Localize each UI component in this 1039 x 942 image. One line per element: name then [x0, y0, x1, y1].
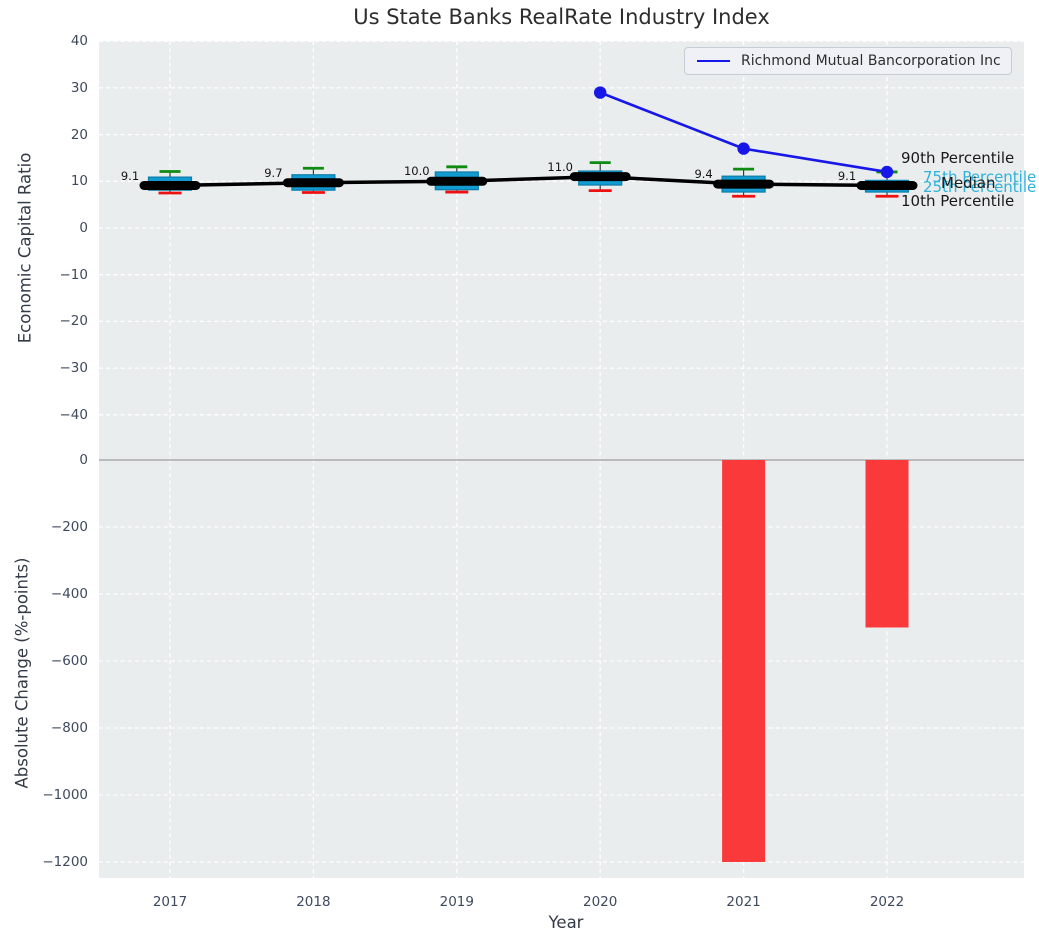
- median-marker-2022: [856, 181, 918, 191]
- legend: Richmond Mutual Bancorporation Inc: [684, 47, 1012, 75]
- percentile-label-75: 75th Percentile: [923, 168, 1037, 186]
- chart-title: Us State Banks RealRate Industry Index: [353, 5, 770, 29]
- y-axis-label-bottom: Absolute Change (%-points): [12, 557, 32, 789]
- median-marker-2020: [569, 172, 631, 182]
- x-axis-label: Year: [548, 913, 584, 932]
- median-marker-2021: [713, 179, 775, 189]
- percentile-label-25: 25th Percentile: [923, 178, 1037, 196]
- company-point-2020: [594, 86, 607, 99]
- bar-2021: [722, 460, 766, 862]
- bar-2022: [865, 460, 909, 628]
- legend-line-sample: [697, 60, 730, 62]
- median-marker-2018: [282, 178, 344, 188]
- percentile-label-median: Median: [941, 174, 996, 192]
- y-axis-label-top: Economic Capital Ratio: [15, 152, 35, 344]
- percentile-label-90: 90th Percentile: [901, 149, 1015, 167]
- company-point-2021: [737, 142, 750, 155]
- median-marker-2019: [426, 176, 488, 186]
- percentile-label-10: 10th Percentile: [901, 192, 1015, 210]
- company-point-2022: [880, 165, 894, 179]
- legend-series-label: Richmond Mutual Bancorporation Inc: [741, 53, 1001, 69]
- median-marker-2017: [139, 181, 201, 191]
